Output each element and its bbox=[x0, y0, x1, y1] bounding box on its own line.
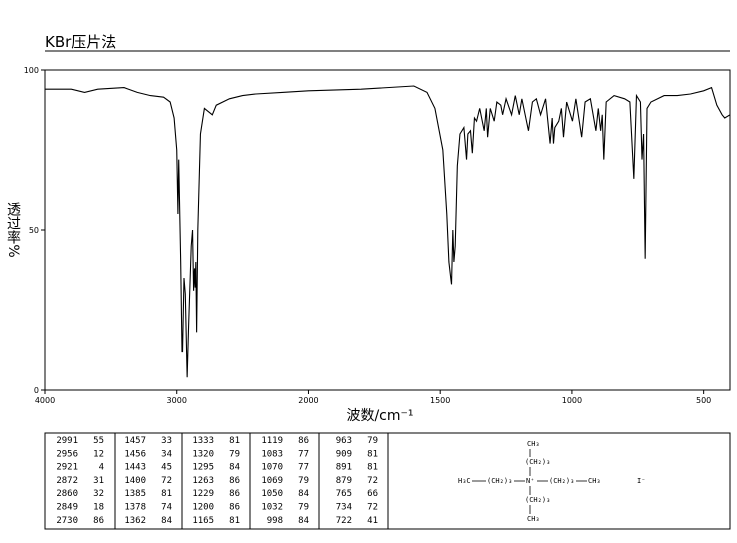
peak-wavenumber: 2991 bbox=[56, 436, 78, 446]
peak-transmittance: 81 bbox=[229, 516, 240, 526]
y-axis-label: 透过率% bbox=[5, 202, 21, 257]
peak-wavenumber: 1119 bbox=[261, 436, 283, 446]
peak-transmittance: 34 bbox=[161, 449, 172, 459]
peak-wavenumber: 1443 bbox=[124, 463, 146, 473]
x-axis-label: 波数/cm⁻¹ bbox=[346, 408, 413, 424]
spectrum-line bbox=[45, 85, 731, 378]
peak-transmittance: 86 bbox=[229, 503, 240, 513]
peak-wavenumber: 879 bbox=[336, 476, 352, 486]
x-tick-label: 2000 bbox=[298, 396, 318, 405]
peak-wavenumber: 1333 bbox=[192, 436, 214, 446]
peak-transmittance: 12 bbox=[93, 449, 104, 459]
peak-transmittance: 72 bbox=[367, 476, 378, 486]
peak-transmittance: 81 bbox=[229, 436, 240, 446]
plot-frame bbox=[44, 69, 731, 391]
peak-wavenumber: 1070 bbox=[261, 463, 283, 473]
peak-wavenumber: 1032 bbox=[261, 503, 283, 513]
peak-transmittance: 81 bbox=[161, 489, 172, 499]
peak-wavenumber: 1050 bbox=[261, 489, 283, 499]
peak-transmittance: 31 bbox=[93, 476, 104, 486]
peak-wavenumber: 1229 bbox=[192, 489, 214, 499]
peak-wavenumber: 1165 bbox=[192, 516, 214, 526]
peak-transmittance: 72 bbox=[367, 503, 378, 513]
peak-transmittance: 84 bbox=[298, 516, 309, 526]
y-tick-label: 0 bbox=[34, 386, 39, 395]
peak-wavenumber: 1263 bbox=[192, 476, 214, 486]
peak-transmittance: 4 bbox=[99, 463, 104, 473]
structure-label: CH₃ bbox=[527, 515, 540, 523]
peak-wavenumber: 1400 bbox=[124, 476, 146, 486]
x-tick-label: 500 bbox=[696, 396, 711, 405]
peak-transmittance: 84 bbox=[229, 463, 240, 473]
peak-transmittance: 32 bbox=[93, 489, 104, 499]
peak-wavenumber: 765 bbox=[336, 489, 352, 499]
peak-transmittance: 74 bbox=[161, 503, 172, 513]
x-tick-label: 4000 bbox=[35, 396, 55, 405]
peak-transmittance: 79 bbox=[229, 449, 240, 459]
peak-transmittance: 66 bbox=[367, 489, 378, 499]
structure-label: CH₃ bbox=[527, 440, 540, 448]
peak-wavenumber: 2730 bbox=[56, 516, 78, 526]
peak-wavenumber: 1083 bbox=[261, 449, 283, 459]
structure-label: I⁻ bbox=[637, 477, 645, 485]
peak-transmittance: 84 bbox=[161, 516, 172, 526]
peak-transmittance: 41 bbox=[367, 516, 378, 526]
peak-transmittance: 81 bbox=[367, 449, 378, 459]
bonds bbox=[472, 449, 587, 514]
peak-wavenumber: 1456 bbox=[124, 449, 146, 459]
peak-wavenumber: 1362 bbox=[124, 516, 146, 526]
peak-transmittance: 86 bbox=[298, 436, 309, 446]
structure: CH₃ (CH₂)₃ H₃C (CH₂)₃ N⁺ (CH₂)₃ CH₃ (CH₂… bbox=[458, 440, 645, 523]
peak-wavenumber: 963 bbox=[336, 436, 352, 446]
peak-transmittance: 18 bbox=[93, 503, 104, 513]
peak-transmittance: 77 bbox=[298, 463, 309, 473]
peak-transmittance: 86 bbox=[229, 489, 240, 499]
peak-transmittance: 77 bbox=[298, 449, 309, 459]
peak-wavenumber: 891 bbox=[336, 463, 352, 473]
peak-wavenumber: 909 bbox=[336, 449, 352, 459]
peak-wavenumber: 1378 bbox=[124, 503, 146, 513]
table-dividers bbox=[114, 433, 389, 529]
x-tick-label: 3000 bbox=[167, 396, 187, 405]
structure-label: CH₃ bbox=[588, 477, 601, 485]
peak-transmittance: 79 bbox=[367, 436, 378, 446]
structure-label: N⁺ bbox=[526, 477, 534, 485]
peak-wavenumber: 998 bbox=[267, 516, 283, 526]
peak-wavenumber: 2921 bbox=[56, 463, 78, 473]
x-tick-label: 1000 bbox=[562, 396, 582, 405]
y-tick-label: 100 bbox=[24, 66, 39, 75]
peak-transmittance: 86 bbox=[229, 476, 240, 486]
peak-wavenumber: 1320 bbox=[192, 449, 214, 459]
peak-transmittance: 45 bbox=[161, 463, 172, 473]
peak-transmittance: 79 bbox=[298, 476, 309, 486]
y-tick-label: 50 bbox=[29, 226, 39, 235]
peak-transmittance: 81 bbox=[367, 463, 378, 473]
peak-transmittance: 72 bbox=[161, 476, 172, 486]
peak-wavenumber: 2872 bbox=[56, 476, 78, 486]
structure-label: (CH₂)₃ bbox=[487, 477, 512, 485]
peak-transmittance: 79 bbox=[298, 503, 309, 513]
peak-wavenumber: 1457 bbox=[124, 436, 146, 446]
peak-transmittance: 86 bbox=[93, 516, 104, 526]
peak-wavenumber: 1200 bbox=[192, 503, 214, 513]
structure-label: (CH₂)₃ bbox=[525, 496, 550, 504]
peak-wavenumber: 1069 bbox=[261, 476, 283, 486]
peak-transmittance: 84 bbox=[298, 489, 309, 499]
chart-title: KBr压片法 bbox=[45, 33, 116, 51]
peak-wavenumber: 722 bbox=[336, 516, 352, 526]
peak-wavenumber: 1385 bbox=[124, 489, 146, 499]
peak-transmittance: 33 bbox=[161, 436, 172, 446]
structure-label: H₃C bbox=[458, 477, 471, 485]
peak-transmittance: 55 bbox=[93, 436, 104, 446]
x-tick-label: 1500 bbox=[430, 396, 450, 405]
peak-wavenumber: 2860 bbox=[56, 489, 78, 499]
peak-wavenumber: 734 bbox=[336, 503, 352, 513]
peak-wavenumber: 1295 bbox=[192, 463, 214, 473]
peak-wavenumber: 2849 bbox=[56, 503, 78, 513]
peak-wavenumber: 2956 bbox=[56, 449, 78, 459]
structure-label: (CH₂)₃ bbox=[549, 477, 574, 485]
structure-label: (CH₂)₃ bbox=[525, 458, 550, 466]
